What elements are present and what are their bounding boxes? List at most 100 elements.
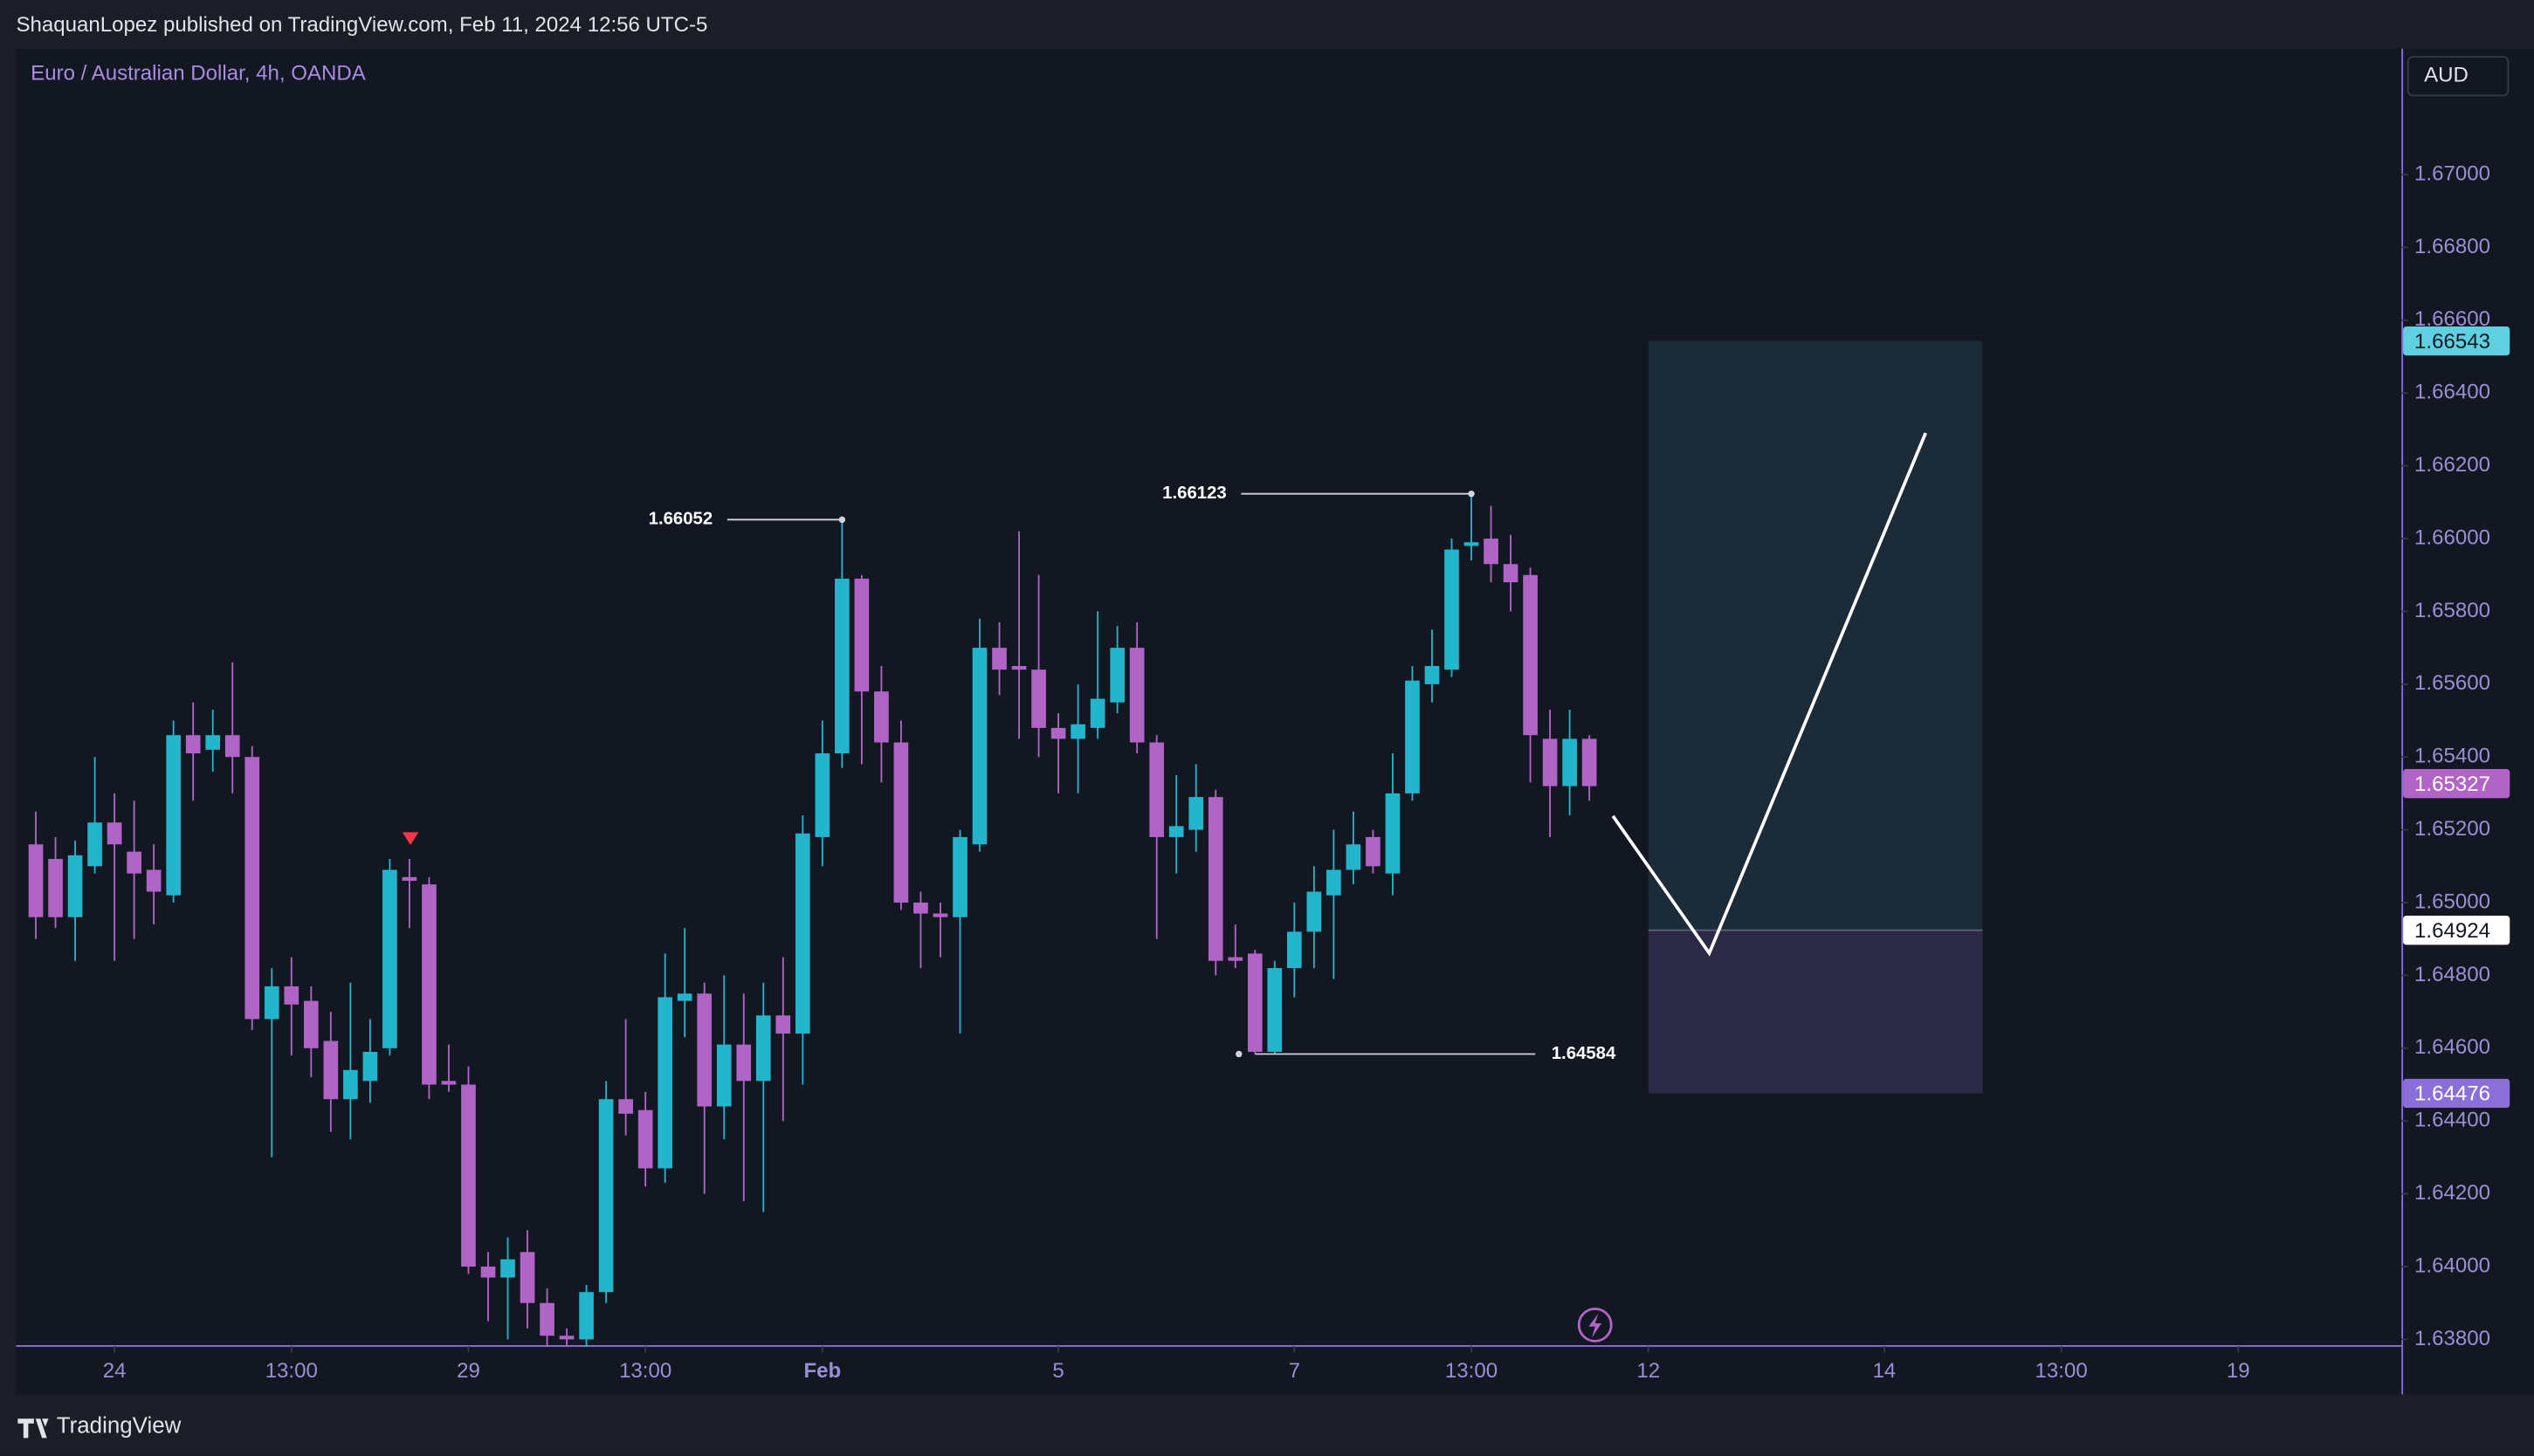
- candle-body: [382, 869, 397, 1048]
- candle-body: [224, 735, 240, 758]
- candle-body: [579, 1292, 594, 1340]
- candle-body: [1484, 539, 1498, 565]
- candle-body: [658, 997, 673, 1169]
- footer-brand: TradingView: [57, 1413, 182, 1438]
- candle-body: [323, 1040, 339, 1100]
- candle-body: [1228, 957, 1243, 961]
- candle-body: [146, 869, 162, 892]
- x-tick-label: 5: [1052, 1359, 1064, 1383]
- candle-body: [87, 822, 102, 867]
- candle-body: [815, 753, 830, 837]
- candle-body: [697, 993, 713, 1107]
- level-point: [1468, 491, 1475, 498]
- candle-body: [618, 1099, 633, 1114]
- y-tick-label: 1.65800: [2414, 599, 2490, 622]
- x-tick-label: 13:00: [265, 1359, 318, 1383]
- x-tick-label: 13:00: [1445, 1359, 1498, 1383]
- candle-body: [520, 1252, 535, 1303]
- y-tick-label: 1.65400: [2414, 745, 2490, 768]
- candle-body: [874, 691, 889, 743]
- target-tag: [2403, 326, 2510, 356]
- x-tick-label: 24: [103, 1359, 127, 1383]
- y-tick-label: 1.64200: [2414, 1181, 2490, 1205]
- candle-body: [677, 993, 692, 1001]
- candle-body: [1405, 680, 1420, 793]
- candle-body: [48, 858, 63, 917]
- last-price-tag: [2403, 769, 2510, 799]
- y-tick-label: 1.66800: [2414, 235, 2490, 258]
- candle-body: [1031, 670, 1046, 728]
- publish-info: ShaquanLopez published on TradingView.co…: [17, 13, 708, 37]
- y-tick-label: 1.66400: [2414, 381, 2490, 404]
- plot-area: [16, 48, 2402, 1346]
- level-point: [1236, 1050, 1243, 1058]
- y-tick-label: 1.64800: [2414, 963, 2490, 986]
- candle-body: [343, 1069, 358, 1100]
- candle-body: [441, 1081, 457, 1085]
- candle-body: [127, 851, 141, 874]
- candle-body: [1011, 665, 1027, 670]
- candle-body: [1071, 724, 1085, 739]
- candle-body: [264, 986, 279, 1020]
- x-tick-label: 12: [1636, 1359, 1660, 1383]
- candle-body: [1110, 648, 1125, 703]
- candle-body: [1463, 542, 1479, 546]
- lightning-icon[interactable]: [1577, 1307, 1613, 1343]
- candle-body: [1050, 727, 1066, 739]
- target-tag-label: 1.66543: [2414, 330, 2490, 354]
- y-tick-label: 1.65600: [2414, 671, 2490, 695]
- candle-body: [1267, 968, 1283, 1052]
- candle-body: [1129, 648, 1145, 743]
- candle-body: [1326, 869, 1341, 896]
- price-axis: [2403, 48, 2534, 1395]
- y-tick-label: 1.64000: [2414, 1253, 2490, 1277]
- symbol-title: Euro / Australian Dollar, 4h, OANDA: [31, 62, 366, 86]
- entry-tag: [2403, 916, 2510, 945]
- x-tick-label: 14: [1873, 1359, 1897, 1383]
- candle-body: [1188, 797, 1204, 830]
- y-tick-label: 1.66000: [2414, 525, 2490, 549]
- candle-body: [362, 1051, 378, 1082]
- candle-body: [637, 1109, 653, 1169]
- y-tick-label: 1.64400: [2414, 1109, 2490, 1132]
- projection-line: [1611, 432, 1927, 957]
- candle-body: [1366, 836, 1381, 867]
- candle-body: [284, 986, 300, 1005]
- candle-body: [854, 578, 870, 692]
- candle-body: [893, 742, 909, 903]
- y-tick-label: 1.65200: [2414, 817, 2490, 841]
- target-zone: [1648, 340, 1983, 931]
- candle-body: [1208, 797, 1223, 961]
- candle-body: [480, 1267, 496, 1278]
- signal-marker: [402, 832, 419, 846]
- candle-body: [1562, 738, 1577, 786]
- y-tick-label: 1.63800: [2414, 1327, 2490, 1350]
- candle-body: [953, 836, 967, 917]
- level-label: 1.66123: [1162, 484, 1227, 503]
- x-tick-label: 29: [457, 1359, 480, 1383]
- candle-body: [1306, 891, 1322, 932]
- x-tick-label: 7: [1289, 1359, 1300, 1383]
- y-tick-label: 1.64600: [2414, 1035, 2490, 1059]
- y-tick-label: 1.66200: [2414, 453, 2490, 477]
- currency-button[interactable]: [2407, 56, 2510, 97]
- candle-body: [598, 1099, 614, 1293]
- candle-body: [107, 822, 122, 845]
- candle-body: [402, 876, 417, 882]
- candle-body: [559, 1336, 575, 1340]
- stop-tag-label: 1.64476: [2414, 1082, 2490, 1106]
- y-tick-label: 1.67000: [2414, 161, 2490, 185]
- candle-body: [166, 735, 181, 896]
- candle-body: [67, 855, 83, 917]
- candle-body: [716, 1044, 732, 1107]
- candle-body: [1444, 549, 1459, 670]
- level-label: 1.64584: [1552, 1044, 1616, 1063]
- candle-body: [28, 844, 44, 917]
- currency: AUD: [2424, 64, 2469, 87]
- candle-body: [1168, 826, 1184, 837]
- candle-body: [795, 833, 810, 1034]
- level-label: 1.66052: [649, 510, 713, 529]
- candle-body: [422, 884, 437, 1085]
